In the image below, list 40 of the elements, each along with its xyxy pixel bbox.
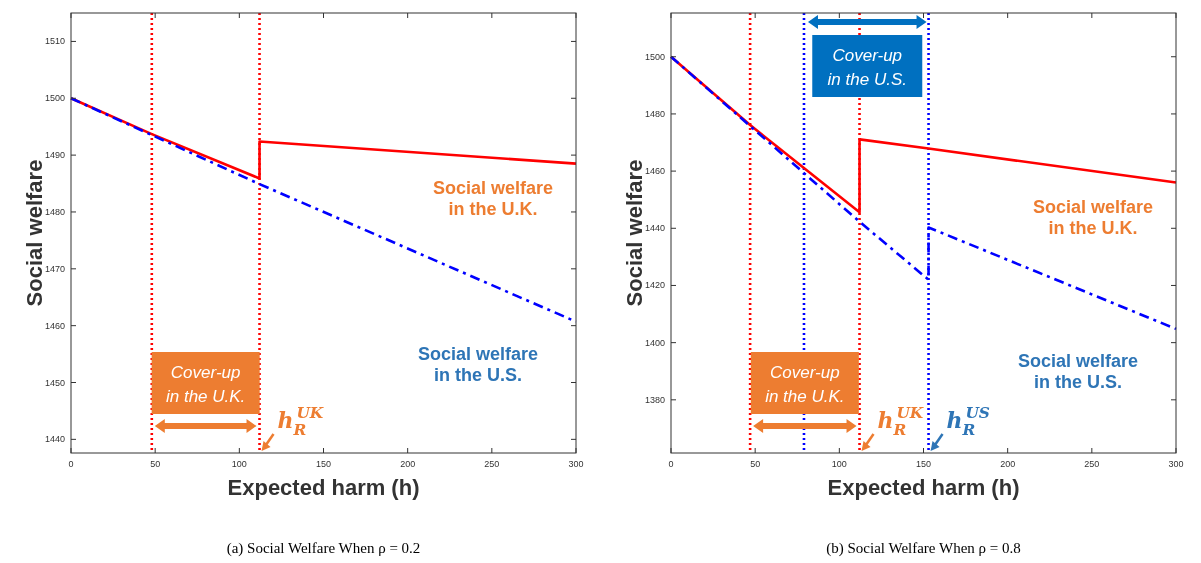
x-tick-label: 100 (231, 459, 247, 469)
y-tick-label: 1480 (44, 206, 65, 217)
x-tick-label: 300 (568, 459, 584, 469)
y-tick-label: 1500 (644, 51, 665, 62)
annotation: Cover-up in the U.S. (827, 46, 907, 89)
x-tick-label: 300 (1168, 459, 1184, 469)
series-label: Social welfare in the U.K. (432, 177, 554, 219)
text: (b) Social Welfare When ρ = 0.8 (826, 540, 1021, 557)
x-tick-label: 250 (484, 459, 500, 469)
y-tick-label: 1440 (644, 223, 665, 234)
x-tick-label: 0 (68, 459, 74, 469)
y-tick-label: 1420 (644, 280, 665, 291)
series-label: Social welfare in the U.S. (417, 343, 539, 385)
y-tick-label: 1450 (44, 377, 65, 388)
text: (a) Social Welfare When ρ = 0.2 (226, 540, 421, 557)
series-label: Social welfare in the U.S. (1017, 350, 1139, 392)
x-tick-label: 100 (831, 459, 847, 469)
y-tick-label: 1440 (44, 434, 65, 445)
annotation: Cover-up in the U.K. (765, 363, 845, 406)
y-tick-label: 1500 (44, 93, 65, 104)
annotation: Cover-up in the U.K. (165, 363, 246, 406)
y-tick-label: 1470 (44, 263, 65, 274)
x-tick-label: 50 (750, 459, 761, 469)
y-tick-label: 1400 (644, 337, 665, 348)
x-tick-label: 150 (915, 459, 932, 469)
series-label: Social welfare in the U.K. (1032, 196, 1154, 238)
x-tick-label: 0 (668, 459, 674, 469)
x-tick-label: 200 (1000, 459, 1016, 469)
y-tick-label: 1460 (44, 320, 65, 331)
x-tick-label: 50 (150, 459, 161, 469)
x-tick-label: 250 (1084, 459, 1100, 469)
x-tick-label: 200 (400, 459, 416, 469)
y-tick-label: 1490 (44, 150, 65, 161)
x-axis-title: Expected harm (h) (827, 475, 1020, 500)
y-tick-label: 1480 (644, 108, 665, 119)
x-axis-title: Expected harm (h) (227, 475, 420, 500)
y-tick-label: 1380 (644, 394, 665, 405)
x-tick-label: 150 (315, 459, 332, 469)
y-tick-label: 1510 (44, 36, 65, 47)
y-tick-label: 1460 (644, 166, 665, 177)
